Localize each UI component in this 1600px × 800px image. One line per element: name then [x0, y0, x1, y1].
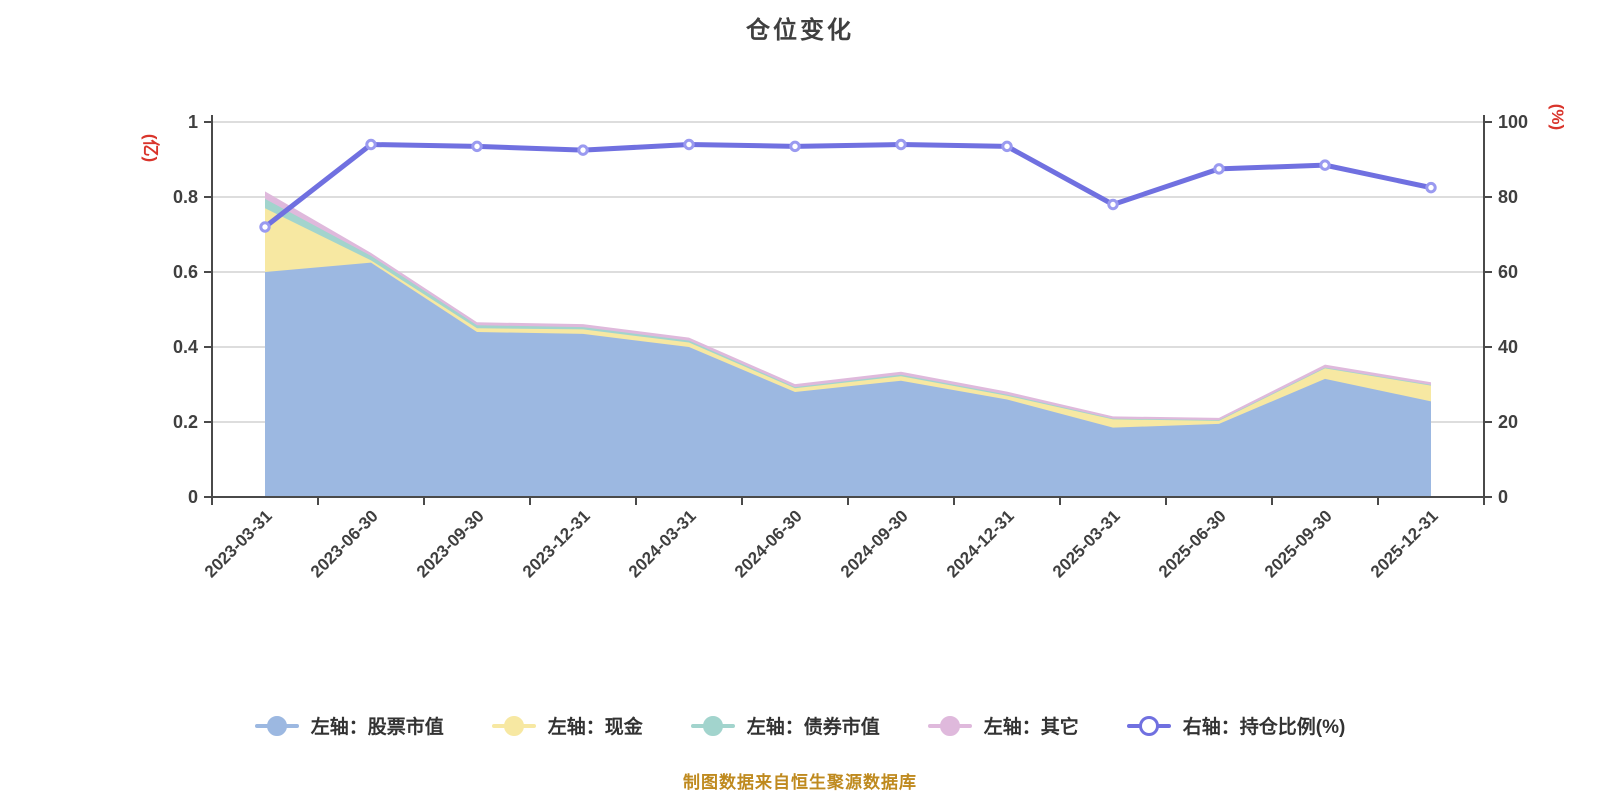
x-axis-label: 2024-03-31 [625, 506, 700, 581]
left-axis-tick-label: 0.8 [173, 187, 198, 207]
legend-marker-icon [491, 715, 536, 736]
x-axis-label: 2024-12-31 [943, 506, 1018, 581]
ratio-data-point[interactable] [683, 138, 695, 151]
legend-marker-icon [254, 715, 299, 736]
legend: 左轴：股票市值 左轴：现金 左轴：债券市值 左轴：其它 右轴：持仓比例(%) [0, 712, 1600, 739]
legend-label: 右轴：持仓比例(%) [1182, 717, 1346, 738]
ratio-data-point[interactable] [365, 138, 377, 151]
left-axis-tick-label: 0.2 [173, 412, 198, 432]
x-axis-label: 2025-06-30 [1155, 506, 1230, 581]
left-axis-tick-label: 0.6 [173, 262, 198, 282]
left-axis-tick-label: 0.4 [173, 337, 198, 357]
x-axis-label: 2023-03-31 [201, 506, 276, 581]
x-axis-label: 2023-12-31 [519, 506, 594, 581]
right-axis-tick-label: 40 [1498, 337, 1518, 357]
legend-marker-icon [1126, 715, 1171, 736]
x-axis-label: 2024-06-30 [731, 506, 806, 581]
ratio-data-point[interactable] [1319, 159, 1331, 171]
legend-label: 左轴：其它 [983, 717, 1079, 738]
ratio-data-point[interactable] [1001, 140, 1013, 153]
legend-item[interactable]: 左轴：其它 [927, 712, 1079, 739]
area-series-左轴：股票市值 [265, 262, 1431, 497]
ratio-data-point[interactable] [895, 138, 907, 151]
x-axis-label: 2025-03-31 [1049, 506, 1124, 581]
ratio-data-point[interactable] [577, 144, 589, 156]
right-axis-tick-label: 60 [1498, 262, 1518, 282]
ratio-data-point[interactable] [259, 221, 271, 233]
ratio-data-point[interactable] [1107, 198, 1119, 211]
ratio-data-point[interactable] [1425, 181, 1437, 194]
ratio-data-point[interactable] [1213, 163, 1225, 175]
ratio-data-point[interactable] [789, 140, 801, 153]
legend-item[interactable]: 左轴：股票市值 [254, 712, 444, 739]
legend-label: 左轴：股票市值 [310, 717, 444, 738]
x-axis-label: 2025-12-31 [1367, 506, 1442, 581]
x-axis-label: 2024-09-30 [837, 506, 912, 581]
chart-title: 仓位变化 [746, 17, 854, 44]
legend-item[interactable]: 右轴：持仓比例(%) [1126, 712, 1346, 739]
x-axis-label: 2023-09-30 [413, 506, 488, 581]
legend-label: 左轴：现金 [547, 717, 643, 738]
ratio-line [262, 142, 1434, 230]
left-axis-tick-label: 1 [188, 112, 198, 132]
legend-item[interactable]: 左轴：现金 [491, 712, 643, 739]
ratio-data-point[interactable] [471, 140, 483, 153]
right-axis-tick-label: 80 [1498, 187, 1518, 207]
x-axis-label: 2025-09-30 [1261, 506, 1336, 581]
legend-label: 左轴：债券市值 [746, 717, 880, 738]
data-source-note: 制图数据来自恒生聚源数据库 [683, 773, 917, 792]
right-axis-tick-label: 100 [1498, 112, 1528, 132]
legend-item[interactable]: 左轴：债券市值 [690, 712, 880, 739]
right-axis-tick-label: 0 [1498, 487, 1508, 507]
x-axis-label: 2023-06-30 [307, 506, 382, 581]
legend-marker-icon [927, 715, 972, 736]
legend-marker-icon [690, 715, 735, 736]
left-axis-tick-label: 0 [188, 487, 198, 507]
right-axis-tick-label: 20 [1498, 412, 1518, 432]
